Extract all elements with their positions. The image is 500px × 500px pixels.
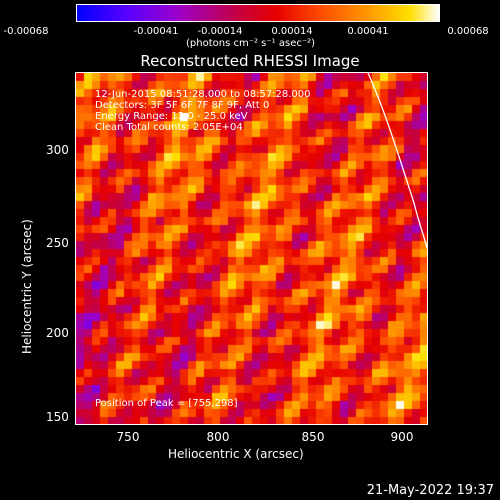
colorbar-tick: 0.00014 [271,26,313,37]
y-tick-label: 150 [46,410,69,424]
x-tick-label: 750 [116,430,140,444]
colorbar-units: (photons cm⁻² s⁻¹ asec⁻²) [186,38,316,49]
image-title: Reconstructed RHESSI Image [140,52,360,70]
colorbar-tick: 0.00041 [347,26,389,37]
info-detectors: Detectors: 3F 5F 6F 7F 8F 9F, Att 0 [95,100,270,111]
footer-timestamp: 21-May-2022 19:37 [366,483,494,498]
info-total-counts: Clean Total counts: 2.05E+04 [95,122,243,133]
peak-position: Position of Peak = [755,298] [95,398,238,409]
colorbar-tick: -0.00068 [3,26,49,37]
y-tick-label: 200 [46,326,69,340]
info-energy-range: Energy Range: 12.0 - 25.0 keV [95,111,248,122]
colorbar-tick: -0.00041 [133,26,179,37]
x-axis-label: Heliocentric X (arcsec) [168,447,304,461]
info-time-range: 12-Jun-2015 08:51:28.000 to 08:57:28.000 [95,89,311,100]
colorbar [76,4,440,22]
solar-limb [367,73,427,249]
rhessi-image: 12-Jun-2015 08:51:28.000 to 08:57:28.000… [75,72,428,425]
x-tick-label: 850 [301,430,325,444]
colorbar-tick: 0.00068 [447,26,489,37]
y-tick-label: 250 [46,236,69,250]
colorbar-tick: -0.00014 [197,26,243,37]
y-axis-label: Heliocentric Y (arcsec) [20,219,34,354]
x-tick-label: 900 [390,430,414,444]
x-tick-label: 800 [206,430,230,444]
y-tick-label: 300 [46,143,69,157]
rhessi-image-canvas [76,73,427,424]
